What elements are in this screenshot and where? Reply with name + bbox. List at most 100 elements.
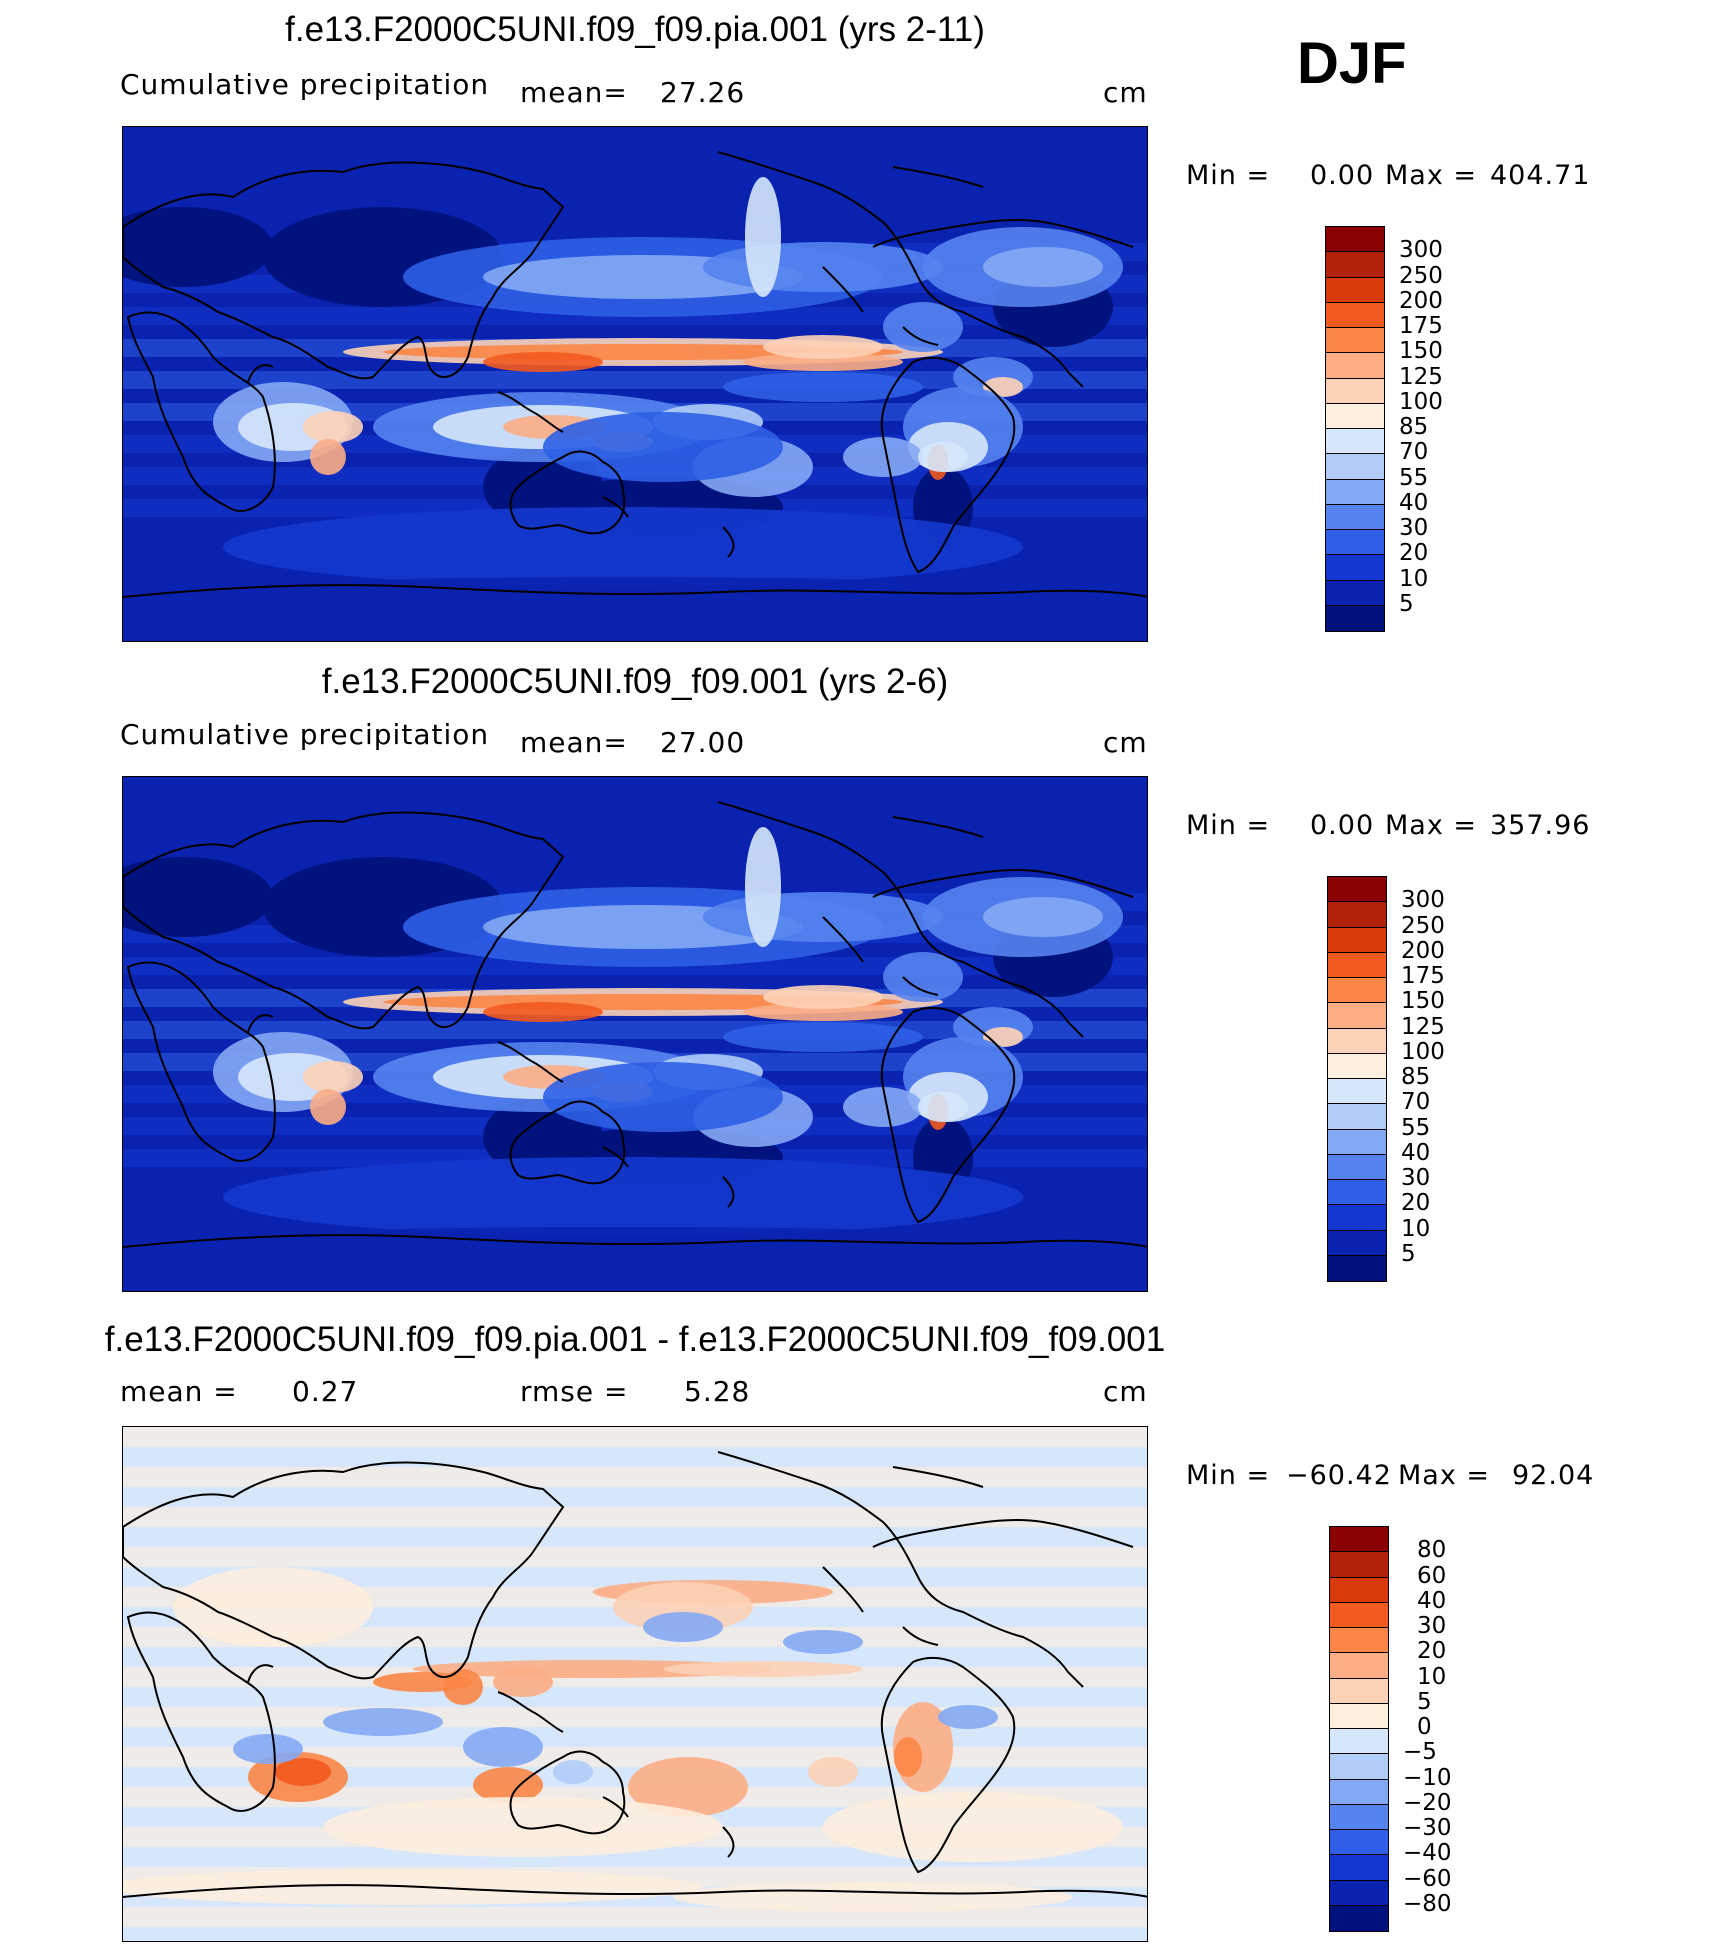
- panel2-mean-label: mean=: [520, 726, 628, 759]
- panel3-mean-label: mean =: [120, 1375, 238, 1408]
- colorbar-swatch: [1330, 1703, 1388, 1729]
- coastline: [247, 364, 274, 383]
- colorbar-swatch: [1326, 429, 1384, 455]
- field-band: [123, 1467, 1147, 1487]
- colorbar-tick-label: 0: [1417, 1714, 1432, 1740]
- colorbar-swatch: [1326, 302, 1384, 328]
- coastline: [717, 1451, 1084, 1688]
- panel1-max-value: 404.71: [1490, 160, 1591, 191]
- colorbar-swatch: [1326, 378, 1384, 404]
- colorbar-tick-label: 125: [1399, 363, 1443, 390]
- diff-contour: [643, 1612, 723, 1642]
- panel3-max-value: 92.04: [1512, 1460, 1595, 1491]
- colorbar-swatch: [1328, 1129, 1386, 1155]
- diff-contour: [323, 1708, 443, 1736]
- colorbar-tick-label: 5: [1399, 590, 1414, 617]
- colorbar-tick-label: 10: [1399, 565, 1429, 592]
- colorbar-tick-label: 125: [1401, 1013, 1445, 1040]
- colorbar-swatch: [1330, 1577, 1388, 1603]
- precip-contour: [763, 985, 883, 1009]
- colorbar-swatch: [1326, 403, 1384, 429]
- panel1-map: [122, 126, 1148, 642]
- coastline: [602, 1796, 629, 1818]
- colorbar-swatch: [1326, 454, 1384, 480]
- coastline: [892, 166, 984, 188]
- colorbar-swatch: [1328, 978, 1386, 1004]
- colorbar-swatch: [1330, 1754, 1388, 1780]
- colorbar-tick-label: −10: [1403, 1764, 1452, 1791]
- coastline: [822, 266, 864, 313]
- colorbar-swatch: [1328, 1180, 1386, 1206]
- diff-contour: [783, 1630, 863, 1654]
- coastline: [872, 868, 1134, 898]
- colorbar-swatch: [1326, 605, 1384, 631]
- diff-contour: [173, 1567, 373, 1647]
- coastline: [247, 1664, 274, 1683]
- colorbar-tick-label: 150: [1399, 338, 1443, 365]
- coastline: [126, 1611, 276, 1812]
- colorbar-tick-label: −80: [1403, 1890, 1452, 1917]
- panel1-variable-label: Cumulative precipitation: [120, 68, 490, 101]
- field-band: [123, 1547, 1147, 1567]
- colorbar-swatch: [1328, 1003, 1386, 1029]
- colorbar-swatch: [1328, 952, 1386, 978]
- colorbar-tick-label: 30: [1399, 515, 1429, 541]
- diff-contour: [894, 1737, 922, 1777]
- colorbar-tick-label: −40: [1403, 1840, 1452, 1867]
- coastline: [123, 1234, 1147, 1248]
- field-band: [123, 1627, 1147, 1647]
- colorbar-tick-label: 20: [1401, 1190, 1431, 1217]
- colorbar-tick-label: −30: [1403, 1815, 1452, 1841]
- colorbar-swatch: [1330, 1880, 1388, 1906]
- colorbar-swatch: [1328, 877, 1386, 903]
- colorbar-swatch: [1328, 1028, 1386, 1054]
- coastline: [892, 1466, 984, 1488]
- colorbar-swatch: [1326, 252, 1384, 278]
- colorbar-swatch: [1330, 1905, 1388, 1931]
- field-band: [123, 829, 1147, 847]
- colorbar-swatch: [1330, 1779, 1388, 1805]
- coastline: [902, 326, 939, 346]
- coastline: [722, 1826, 735, 1858]
- field-band: [123, 211, 1147, 229]
- coastline: [880, 1656, 1016, 1874]
- field-band: [123, 1747, 1147, 1767]
- colorbar-swatch: [1328, 902, 1386, 928]
- field-band: [123, 1427, 1147, 1447]
- colorbar-swatch: [1330, 1729, 1388, 1755]
- precip-contour: [310, 1089, 346, 1125]
- colorbar-tick-label: 70: [1401, 1089, 1431, 1116]
- precip-contour: [310, 439, 346, 475]
- coastline: [892, 816, 984, 838]
- coastline: [497, 391, 564, 433]
- coastline: [126, 311, 276, 512]
- colorbar-swatch: [1326, 580, 1384, 606]
- colorbar-tick-label: 100: [1399, 388, 1443, 415]
- coastline: [722, 1176, 735, 1208]
- precip-contour: [918, 1092, 968, 1122]
- precip-contour: [543, 1062, 783, 1132]
- diff-contour: [275, 1758, 331, 1786]
- colorbar-tick-label: 200: [1401, 937, 1445, 964]
- panel2-variable-label: Cumulative precipitation: [120, 718, 490, 751]
- coastline: [247, 1014, 274, 1033]
- coastline: [902, 976, 939, 996]
- colorbar-swatch: [1330, 1678, 1388, 1704]
- diff-contour: [628, 1757, 748, 1817]
- colorbar-tick-label: 20: [1399, 540, 1429, 567]
- coastline: [509, 1100, 626, 1185]
- colorbar-swatch: [1328, 1205, 1386, 1231]
- colorbar-swatch: [1330, 1830, 1388, 1856]
- diff-contour: [613, 1582, 753, 1632]
- colorbar-tick-label: 55: [1399, 464, 1429, 491]
- colorbar-swatch: [1330, 1527, 1388, 1553]
- panel3-title: f.e13.F2000C5UNI.f09_f09.pia.001 - f.e13…: [104, 1320, 1166, 1359]
- precip-contour: [483, 352, 603, 372]
- colorbar-swatch: [1328, 1053, 1386, 1079]
- dry-region: [123, 857, 273, 937]
- panel2-colorbar: [1327, 876, 1387, 1282]
- coastline: [902, 1626, 939, 1646]
- colorbar-tick-label: 5: [1417, 1688, 1432, 1715]
- coastline: [123, 811, 565, 1030]
- precip-contour: [763, 335, 883, 359]
